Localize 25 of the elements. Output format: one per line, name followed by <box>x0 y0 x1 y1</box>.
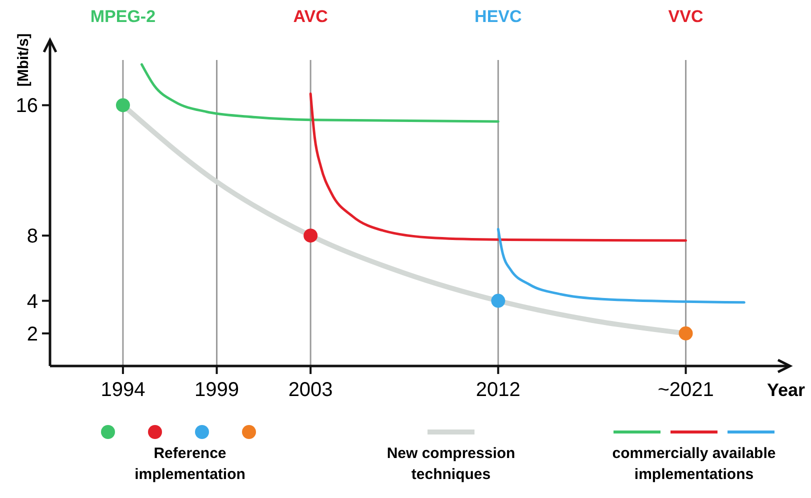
y-tick-label: 4 <box>26 290 38 313</box>
text: AVC <box>293 7 328 26</box>
legend-label: commercially available implementations <box>612 445 776 483</box>
x-tick-label: 1999 <box>194 379 240 401</box>
x-axis-title: Year <box>766 380 805 400</box>
point <box>304 228 318 243</box>
x-tick-label: 2003 <box>288 379 333 401</box>
x-tick-label: 2012 <box>476 379 520 401</box>
point <box>116 98 130 112</box>
text: HEVC <box>474 7 522 26</box>
y-tick-label: 2 <box>26 323 38 346</box>
line-series <box>309 92 688 242</box>
legend-label: Reference implementation <box>134 445 246 483</box>
text: MPEG-2 <box>90 7 156 26</box>
legend-label: New compression techniques <box>386 445 516 483</box>
x-tick-label: 1994 <box>100 379 146 401</box>
point <box>491 294 506 308</box>
x-tick-label: ~2021 <box>658 379 714 401</box>
line-series <box>140 63 500 123</box>
line-series <box>496 228 746 304</box>
text: VVC <box>668 7 704 26</box>
y-tick-label: 8 <box>26 226 38 248</box>
point <box>678 326 693 340</box>
y-tick-label: 16 <box>16 95 38 118</box>
y-axis-title: [Mbit/s] <box>15 33 32 87</box>
